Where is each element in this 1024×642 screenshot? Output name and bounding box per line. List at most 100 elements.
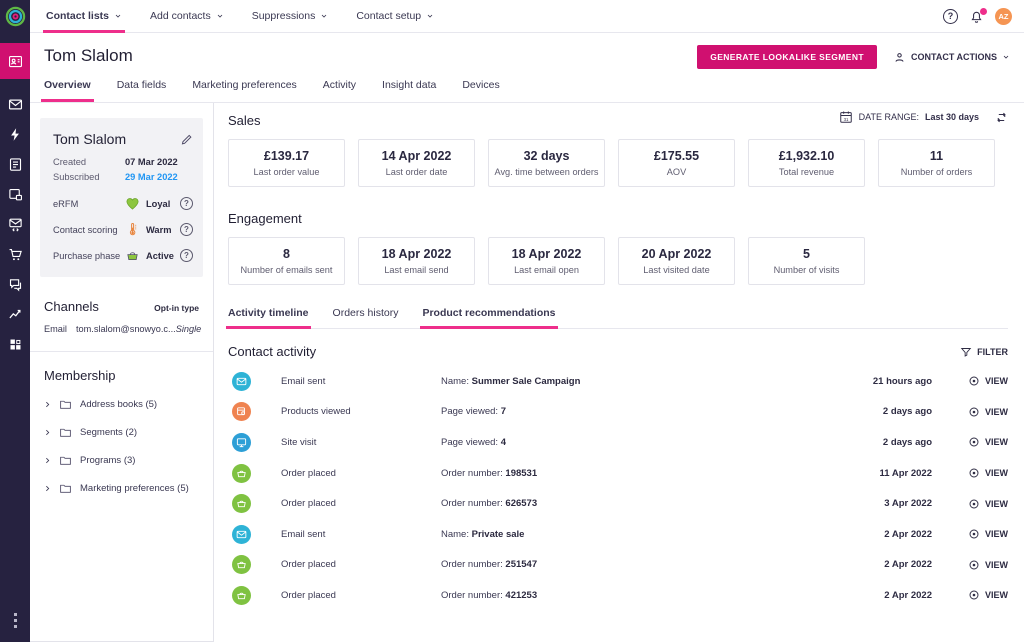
activity-type-label: Order placed: [281, 589, 336, 601]
rail-email-icon[interactable]: [0, 89, 30, 119]
view-button[interactable]: VIEW: [946, 467, 1008, 479]
channels-title: Channels: [44, 299, 99, 314]
contact-actions-label: CONTACT ACTIONS: [911, 52, 997, 62]
tab-data-fields[interactable]: Data fields: [116, 79, 167, 91]
view-button[interactable]: VIEW: [946, 589, 1008, 601]
metric-label: Avg. time between orders: [494, 167, 599, 177]
activity-row: Email sent Name: Private sale 2 Apr 2022…: [228, 519, 1008, 550]
created-row: Created 07 Mar 2022: [53, 157, 193, 167]
help-icon[interactable]: ?: [180, 249, 193, 262]
membership-segments[interactable]: Segments (2): [44, 426, 199, 439]
activity-date: 2 Apr 2022: [884, 528, 932, 540]
activity-type-label: Email sent: [281, 375, 326, 387]
rail-more-icon[interactable]: [0, 613, 30, 628]
tab-orders-history[interactable]: Orders history: [332, 307, 399, 319]
contact-activity-list: Email sent Name: Summer Sale Campaign 21…: [228, 366, 1008, 611]
activity-type-label: Order placed: [281, 498, 336, 510]
generate-lookalike-segment-button[interactable]: GENERATE LOOKALIKE SEGMENT: [697, 45, 877, 69]
rail-analytics-icon[interactable]: [0, 299, 30, 329]
view-button[interactable]: VIEW: [946, 406, 1008, 418]
profile-name: Tom Slalom: [53, 131, 127, 147]
help-icon[interactable]: ?: [180, 197, 193, 210]
metric-label: Number of orders: [900, 167, 973, 177]
filter-button[interactable]: FILTER: [960, 346, 1008, 358]
metric-card: 8 Number of emails sent: [228, 237, 345, 285]
membership-item-label: Segments (2): [80, 427, 138, 438]
avatar[interactable]: AZ: [995, 7, 1012, 25]
products-viewed-icon: [232, 402, 251, 422]
rail-integrations-icon[interactable]: [0, 329, 30, 359]
order-placed-icon: [232, 555, 251, 575]
activity-detail-value: 626573: [505, 498, 538, 510]
activity-type-label: Email sent: [281, 528, 326, 540]
metric-value: £139.17: [263, 149, 310, 163]
tab-marketing-preferences[interactable]: Marketing preferences: [192, 79, 297, 91]
nav-add-contacts[interactable]: Add contacts: [150, 0, 224, 33]
rail-contacts-icon[interactable]: [0, 43, 30, 79]
rail-ecommerce-icon[interactable]: [0, 239, 30, 269]
activity-detail-value: 251547: [505, 559, 538, 571]
subscribed-row: Subscribed 29 Mar 2022: [53, 172, 193, 182]
activity-row: Email sent Name: Summer Sale Campaign 21…: [228, 366, 1008, 397]
tab-overview[interactable]: Overview: [41, 79, 94, 102]
contact-scoring-row: Contact scoring Warm ?: [53, 222, 193, 237]
rail-transactional-email-icon[interactable]: [0, 209, 30, 239]
chevron-right-icon: [46, 401, 50, 408]
membership-programs[interactable]: Programs (3): [44, 454, 199, 467]
optin-type-header: Opt-in type: [154, 303, 199, 313]
nav-contact-lists-label: Contact lists: [46, 10, 110, 22]
nav-suppressions[interactable]: Suppressions: [252, 0, 329, 33]
view-label: VIEW: [984, 468, 1008, 479]
activity-date: 2 days ago: [882, 436, 932, 448]
metric-label: Last email open: [514, 265, 579, 275]
membership-section: Membership Address books (5) Segments (2…: [30, 352, 213, 495]
funnel-icon: [960, 347, 972, 357]
help-icon[interactable]: ?: [943, 8, 958, 24]
calendar-icon: 31: [839, 110, 853, 124]
activity-detail-label: Name:: [441, 528, 469, 540]
folder-icon: [60, 484, 71, 493]
rail-chat-icon[interactable]: [0, 269, 30, 299]
tab-devices[interactable]: Devices: [462, 79, 500, 91]
activity-date: 2 Apr 2022: [884, 559, 932, 571]
profile-summary-card: Tom Slalom Created 07 Mar 2022 Subscribe…: [40, 118, 203, 277]
metric-label: Last order value: [253, 167, 320, 177]
metric-value: 8: [283, 247, 290, 261]
nav-contact-lists[interactable]: Contact lists: [42, 0, 126, 33]
tab-activity[interactable]: Activity: [322, 79, 357, 91]
rail-automation-icon[interactable]: [0, 119, 30, 149]
membership-marketing-preferences[interactable]: Marketing preferences (5): [44, 482, 199, 495]
rail-surveys-icon[interactable]: [0, 149, 30, 179]
view-button[interactable]: VIEW: [946, 528, 1008, 540]
purchase-phase-row: Purchase phase Active ?: [53, 248, 193, 263]
refresh-icon[interactable]: [995, 111, 1008, 124]
order-placed-icon: [232, 494, 251, 514]
activity-sub-tabs: Activity timeline Orders history Product…: [226, 307, 1008, 329]
tab-product-recommendations[interactable]: Product recommendations: [420, 307, 558, 329]
chevron-down-icon: [322, 14, 327, 18]
email-sent-icon: [232, 371, 251, 391]
subscribed-value-link[interactable]: 29 Mar 2022: [125, 172, 178, 182]
dotdigital-logo[interactable]: [0, 0, 30, 33]
sales-title: Sales: [228, 113, 261, 128]
tab-activity-timeline[interactable]: Activity timeline: [226, 307, 311, 329]
edit-pencil-icon[interactable]: [180, 133, 193, 146]
rail-landing-pages-icon[interactable]: [0, 179, 30, 209]
activity-row: Order placed Order number: 198531 11 Apr…: [228, 458, 1008, 489]
date-range-control[interactable]: 31 DATE RANGE: Last 30 days: [839, 110, 1008, 124]
help-icon[interactable]: ?: [180, 223, 193, 236]
view-button[interactable]: VIEW: [946, 498, 1008, 510]
metric-value: 14 Apr 2022: [381, 149, 452, 163]
metric-label: Number of visits: [773, 265, 840, 275]
activity-detail-label: Order number:: [441, 498, 503, 510]
view-button[interactable]: VIEW: [946, 375, 1008, 387]
membership-address-books[interactable]: Address books (5): [44, 398, 199, 411]
contact-actions-button[interactable]: CONTACT ACTIONS: [893, 51, 1010, 64]
view-button[interactable]: VIEW: [946, 559, 1008, 571]
tab-insight-data[interactable]: Insight data: [382, 79, 437, 91]
notifications-bell-icon[interactable]: [969, 7, 987, 24]
nav-contact-setup[interactable]: Contact setup: [356, 0, 434, 33]
metric-card: 11 Number of orders: [878, 139, 995, 187]
view-button[interactable]: VIEW: [946, 436, 1008, 448]
metric-value: £1,932.10: [778, 149, 835, 163]
